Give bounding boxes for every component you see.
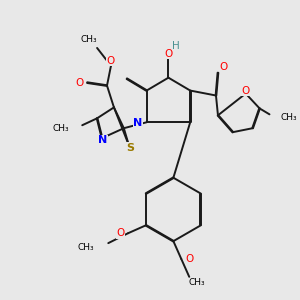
Text: O: O: [107, 56, 115, 66]
Text: CH₃: CH₃: [53, 124, 69, 133]
Text: N: N: [98, 135, 108, 145]
Text: H: H: [172, 41, 180, 51]
Text: O: O: [220, 62, 228, 72]
Text: O: O: [75, 78, 83, 88]
Text: CH₃: CH₃: [280, 113, 297, 122]
Text: O: O: [116, 228, 124, 238]
Text: S: S: [126, 143, 134, 153]
Text: CH₃: CH₃: [78, 243, 94, 252]
Text: O: O: [164, 49, 172, 59]
Text: CH₃: CH₃: [189, 278, 206, 287]
Text: CH₃: CH₃: [81, 34, 98, 43]
Text: O: O: [242, 85, 250, 96]
Text: N: N: [133, 118, 142, 128]
Text: O: O: [185, 254, 194, 264]
